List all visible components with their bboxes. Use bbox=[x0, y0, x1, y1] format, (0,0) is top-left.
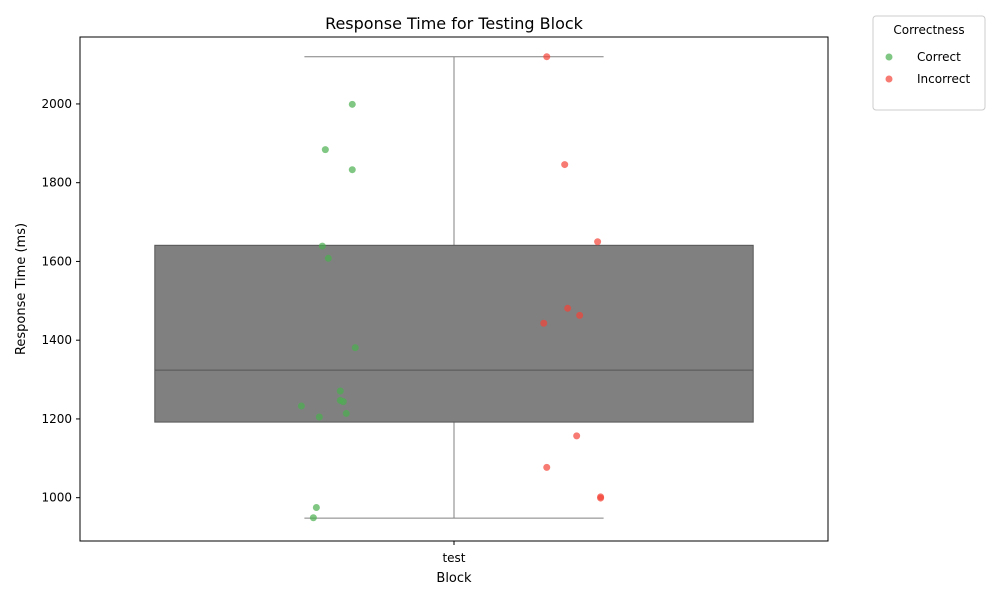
y-tick-label: 1600 bbox=[41, 254, 72, 268]
point-correct bbox=[348, 100, 356, 108]
x-axis-label: Block bbox=[436, 571, 472, 586]
legend-title: Correctness bbox=[893, 23, 964, 37]
legend-label-correct: Correct bbox=[917, 50, 961, 64]
point-incorrect bbox=[594, 238, 602, 246]
point-incorrect bbox=[576, 311, 584, 319]
box-iqr bbox=[154, 244, 754, 423]
plot-area: 1000 1200 1400 1600 1800 2000 test bbox=[41, 36, 829, 565]
point-correct bbox=[342, 409, 350, 417]
point-correct bbox=[336, 387, 344, 395]
point-correct bbox=[321, 146, 329, 154]
chart-title: Response Time for Testing Block bbox=[325, 14, 584, 33]
legend-label-incorrect: Incorrect bbox=[917, 72, 970, 86]
point-incorrect bbox=[597, 494, 605, 502]
legend-frame bbox=[872, 15, 986, 111]
x-tick-label: test bbox=[442, 551, 465, 565]
point-incorrect bbox=[573, 432, 581, 440]
legend-marker-incorrect bbox=[885, 75, 893, 83]
point-correct bbox=[315, 413, 323, 421]
y-tick-label: 1000 bbox=[41, 491, 72, 505]
legend-marker-correct bbox=[885, 53, 893, 61]
point-incorrect bbox=[561, 161, 569, 169]
point-correct bbox=[318, 242, 326, 250]
y-tick-label: 1200 bbox=[41, 412, 72, 426]
point-incorrect bbox=[543, 53, 551, 61]
point-incorrect bbox=[540, 319, 548, 327]
point-correct bbox=[351, 344, 359, 352]
point-incorrect bbox=[564, 304, 572, 312]
point-correct bbox=[312, 504, 320, 512]
point-correct bbox=[297, 402, 305, 410]
point-correct bbox=[339, 398, 347, 406]
point-correct bbox=[348, 166, 356, 174]
y-tick-label: 2000 bbox=[41, 97, 72, 111]
y-tick-label: 1400 bbox=[41, 333, 72, 347]
point-correct bbox=[324, 254, 332, 262]
point-correct bbox=[309, 514, 317, 522]
y-axis-label: Response Time (ms) bbox=[14, 223, 29, 355]
point-incorrect bbox=[543, 463, 551, 471]
y-tick-label: 1800 bbox=[41, 176, 72, 190]
legend: Correctness Correct Incorrect bbox=[872, 15, 986, 111]
